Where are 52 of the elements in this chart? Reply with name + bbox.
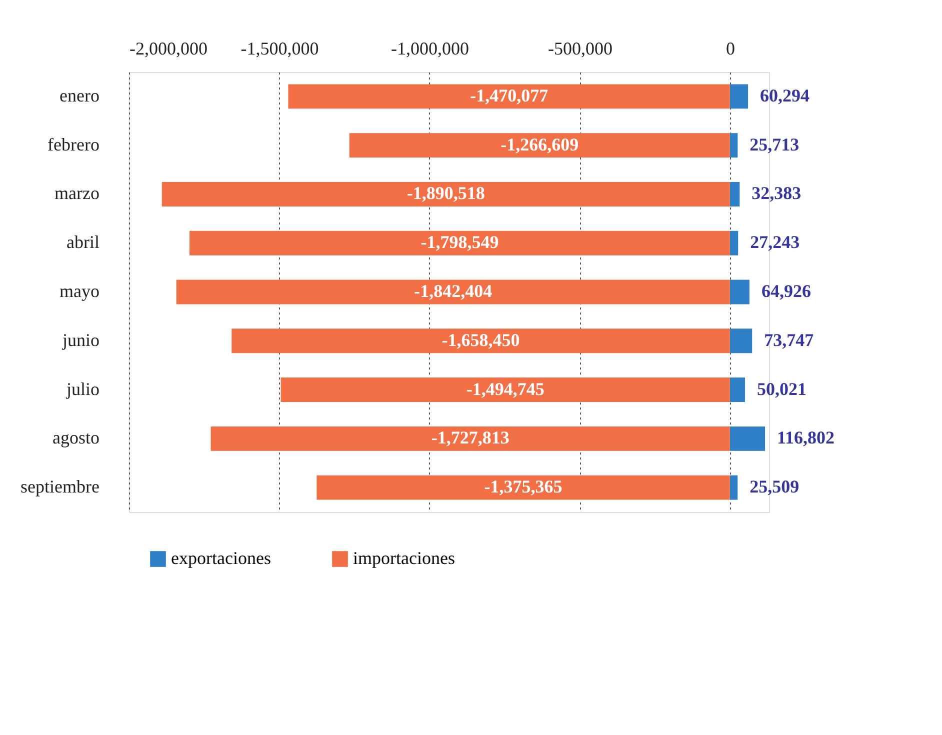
y-tick-label: agosto: [52, 428, 100, 448]
x-tick-label: -1,500,000: [240, 38, 319, 58]
data-label: -1,798,549: [420, 232, 499, 252]
bar: [730, 84, 748, 109]
data-label: -1,842,404: [414, 281, 492, 301]
bar: [176, 280, 730, 304]
x-tick-label: -1,000,000: [390, 38, 469, 58]
y-tick-label: septiembre: [20, 476, 100, 497]
bar: [190, 230, 730, 256]
bar: [730, 475, 738, 500]
data-label: -1,890,518: [406, 183, 485, 204]
data-label: -1,470,077: [470, 85, 548, 106]
bar: [316, 475, 730, 500]
data-label: 60,294: [760, 85, 810, 106]
bar: [210, 426, 730, 451]
data-label: 116,802: [777, 428, 835, 448]
data-label: -1,375,365: [484, 476, 562, 497]
bar: [730, 426, 766, 451]
bar: [288, 84, 730, 109]
y-tick-label: marzo: [54, 183, 100, 204]
data-label: 73,747: [764, 330, 814, 350]
data-label: -1,266,609: [500, 134, 579, 154]
data-label: 25,713: [750, 134, 800, 154]
bar: [730, 280, 750, 304]
bar: [349, 133, 730, 158]
bar: [232, 328, 730, 354]
x-tick-label: 0: [726, 38, 735, 58]
data-label: -1,727,813: [431, 428, 510, 448]
x-tick-label: -2,000,000: [130, 38, 208, 58]
y-tick-label: mayo: [60, 281, 100, 301]
data-label: 64,926: [761, 281, 811, 301]
legend-label: exportaciones: [171, 548, 271, 568]
bar: [730, 230, 738, 256]
bar: [730, 328, 752, 354]
data-label: 32,383: [752, 183, 802, 204]
data-label: 50,021: [756, 378, 806, 399]
bar: [730, 182, 740, 206]
bar: [730, 378, 745, 402]
bar: [280, 378, 730, 402]
bar: [730, 133, 738, 158]
y-tick-label: julio: [65, 378, 100, 399]
data-label: -1,658,450: [442, 330, 520, 350]
y-tick-label: enero: [60, 85, 100, 106]
y-tick-label: abril: [66, 232, 100, 252]
data-label: 25,509: [750, 476, 800, 497]
data-label: 27,243: [750, 232, 800, 252]
x-tick-label: -500,000: [548, 38, 612, 58]
legend-label: importaciones: [353, 548, 455, 568]
y-tick-label: febrero: [48, 134, 100, 154]
y-tick-label: junio: [61, 330, 100, 350]
data-label: -1,494,745: [466, 378, 544, 399]
bar: [162, 182, 730, 206]
